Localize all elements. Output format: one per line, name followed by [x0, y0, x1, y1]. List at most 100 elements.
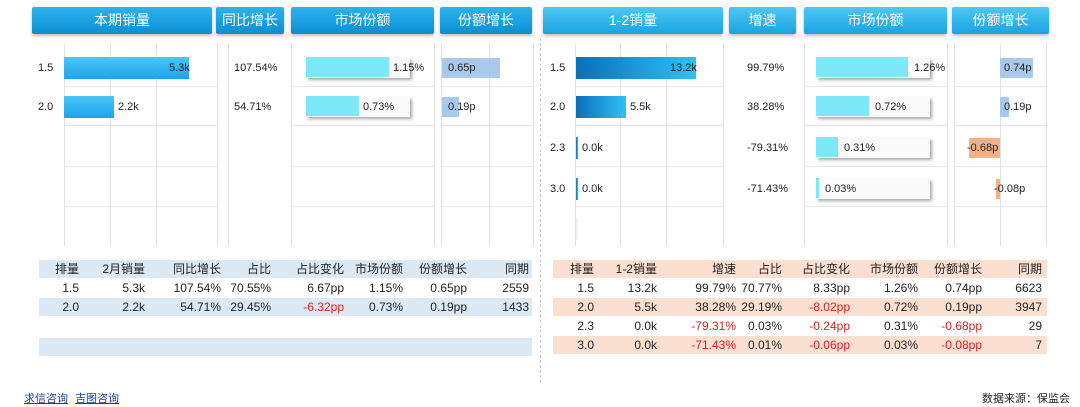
left-table-cell: 107.54%: [173, 281, 221, 295]
right-sales-grid-col: [666, 44, 667, 246]
left-row-label: 1.5: [38, 62, 54, 74]
left-table-cell: 0.19pp: [430, 300, 467, 314]
left-table-cell: 2.0: [62, 300, 79, 314]
right-table-cell: -0.68pp: [941, 319, 982, 333]
right-sales-bar: [576, 137, 578, 159]
left-share-grid-row: [291, 86, 434, 87]
left-sales-grid-left: [64, 44, 65, 246]
right-table-cell: 38.28%: [695, 300, 736, 314]
left-share-value: 0.73%: [363, 101, 395, 113]
left-table-cell: 1.15%: [368, 281, 403, 295]
right-growth-grid-row: [954, 206, 1046, 207]
right-growth-grid-row: [954, 125, 1046, 126]
left-share-bar: [306, 96, 359, 116]
right-share-value: 1.26%: [914, 62, 946, 74]
right-table-cell: -71.43%: [691, 338, 736, 352]
footer-link-jitu[interactable]: 吉图咨询: [75, 393, 120, 405]
left-table-cell: 6.67pp: [307, 281, 344, 295]
left-yoy-value: 54.71%: [234, 101, 272, 113]
right-table-cell: 0.72%: [883, 300, 918, 314]
right-table-cell: 0.01%: [747, 338, 782, 352]
right-sales-grid-row: [575, 86, 723, 87]
right-table-cell: 6623: [1015, 281, 1042, 295]
right-share-bar: [816, 137, 838, 157]
right-share-grid-row: [804, 166, 947, 167]
left-table-cell: -6.32pp: [303, 300, 344, 314]
left-sales-grid-col: [110, 44, 111, 246]
left-sales-grid-row: [64, 166, 217, 167]
left-table-empty-row: [39, 338, 532, 356]
right-table-cell: 0.03%: [747, 319, 782, 333]
left-sales-bar: [64, 96, 114, 118]
right-table-cell: 0.0k: [634, 338, 657, 352]
right-sales-bar: [576, 57, 696, 79]
left-table-cell: 1.5: [62, 281, 79, 295]
right-growth-grid-left: [954, 44, 955, 246]
right-sales-grid-row: [575, 206, 723, 207]
right-table-cell: -79.31%: [691, 319, 736, 333]
right-col-header: 市场份额: [869, 262, 918, 276]
right-growth-share-value: -0.68p: [967, 142, 999, 154]
left-col-header: 占比变化: [295, 262, 344, 276]
right-share-bar: [816, 178, 819, 198]
right-sales-value: 5.5k: [630, 101, 651, 113]
right-table-cell: 13.2k: [627, 281, 657, 295]
right-share-grid-row: [804, 86, 947, 87]
right-growth-bar: [996, 179, 1000, 199]
right-growth-grid-col: [1000, 44, 1001, 246]
right-col-header: 份额增长: [933, 262, 982, 276]
right-sales-stub: [576, 218, 578, 240]
right-table-cell: 2.3: [577, 319, 594, 333]
left-growth-grid-row: [441, 125, 533, 126]
left-growth-value: 0.19p: [448, 101, 476, 113]
right-sales-grid-col: [620, 44, 621, 246]
right-growth-value: 38.28%: [747, 101, 785, 113]
data-source: 数据来源：保监会: [982, 393, 1070, 405]
left-table-cell: 0.73%: [368, 300, 403, 314]
left-col-header: 排量: [54, 262, 79, 276]
right-growth-share-value: 0.74p: [1004, 62, 1032, 74]
right-table-cell: 3947: [1015, 300, 1042, 314]
left-growth-value: 0.65p: [448, 62, 476, 74]
right-table-cell: 3.0: [577, 338, 594, 352]
left-growth-grid-right: [533, 44, 534, 246]
left-sales-bar: [64, 57, 189, 79]
right-table-cell: 2.0: [577, 300, 594, 314]
header-share-growth-right: 份额增长: [952, 7, 1049, 34]
right-sales-bar: [576, 96, 626, 118]
left-col-header: 市场份额: [354, 262, 403, 276]
right-sales-grid-left: [575, 44, 576, 246]
right-summary-table: 排量 1-2销量 增速 占比 占比变化 市场份额 份额增长 同期 1.5 13.2k 99.79% 7…: [553, 260, 1047, 356]
right-table-cell: 29: [1028, 319, 1042, 333]
left-col-header: 占比: [246, 262, 271, 276]
footer-link-qiuxin[interactable]: 求信咨询: [24, 393, 68, 405]
right-table-cell: 1.5: [577, 281, 594, 295]
right-row-label: 1.5: [550, 62, 566, 74]
right-share-value: 0.03%: [825, 183, 857, 195]
right-growth-bar: [1000, 97, 1009, 117]
right-sales-value: 0.0k: [582, 183, 603, 195]
left-col-header: 同期: [504, 262, 529, 276]
right-share-bar: [816, 57, 908, 77]
left-growth-grid-col: [489, 44, 490, 246]
right-share-value: 0.72%: [875, 101, 907, 113]
right-share-bar: [816, 96, 869, 116]
left-share-value: 1.15%: [393, 62, 425, 74]
right-col-header: 增速: [711, 262, 736, 276]
right-growth-share-value: 0.19p: [1004, 101, 1032, 113]
right-table-cell: 0.0k: [634, 319, 657, 333]
right-share-grid-row: [804, 206, 947, 207]
left-share-grid-left: [291, 44, 292, 246]
right-table-cell: -0.06pp: [809, 338, 850, 352]
right-share-grid-left: [804, 44, 805, 246]
right-row-label: 2.3: [550, 142, 566, 154]
right-sales-value: 0.0k: [582, 142, 603, 154]
left-sales-value: 5.3k: [169, 62, 190, 74]
right-growth-share-value: -0.08p: [994, 183, 1026, 195]
left-table-row-band: [39, 298, 532, 316]
panel-divider: [540, 38, 541, 383]
header-yoy-growth: 同比增长: [216, 7, 284, 34]
right-sales-grid-right: [723, 44, 724, 246]
left-growth-grid-row: [441, 166, 533, 167]
left-growth-bar: [442, 97, 459, 117]
